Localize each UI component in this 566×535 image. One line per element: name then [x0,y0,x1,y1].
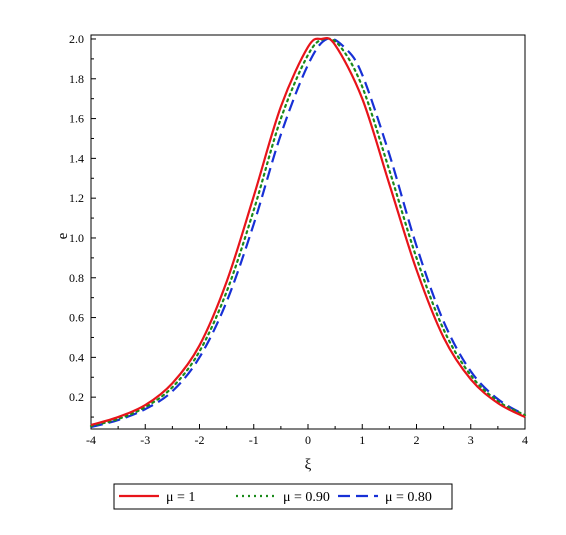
y-axis-title: e [55,232,71,239]
y-tick-label: 1.2 [69,191,84,205]
x-tick-label: 4 [522,433,528,447]
y-tick-label: 1.4 [69,151,84,165]
x-tick-label: 1 [359,433,365,447]
legend-label-1: μ = 1 [166,490,195,505]
y-tick-label: 0.2 [69,390,84,404]
y-tick-label: 0.8 [69,271,84,285]
ticks-layer: -4 -3 -2 -1 0 1 2 3 4 0.2 0.4 0.6 0.8 1.0 1.2 1.4 1.6 1.8… [69,32,528,447]
plot-area [90,34,526,430]
x-tick-label: 0 [305,433,311,447]
series-line-1 [90,37,526,427]
y-tick-label: 2.0 [69,32,84,46]
y-tick-label: 1.6 [69,112,84,126]
y-tick-label: 0.4 [69,350,84,364]
y-tick-label: 1.8 [69,72,84,86]
x-tick-label: -3 [140,433,150,447]
series-line-3 [90,37,526,429]
x-tick-label: 2 [414,433,420,447]
x-tick-label: 3 [468,433,474,447]
series-line-2 [89,37,527,428]
legend: μ = 1 μ = 0.90 μ = 0.80 [113,483,453,510]
legend-box [113,483,453,510]
x-tick-label: -2 [195,433,205,447]
y-tick-label: 1.0 [69,231,84,245]
y-tick-label: 0.6 [69,311,84,325]
series-layer [89,37,527,429]
x-tick-label: -4 [86,433,96,447]
legend-label-3: μ = 0.80 [385,490,432,505]
x-tick-label: -1 [249,433,259,447]
x-axis-title: ξ [305,457,312,473]
legend-label-2: μ = 0.90 [283,490,330,505]
